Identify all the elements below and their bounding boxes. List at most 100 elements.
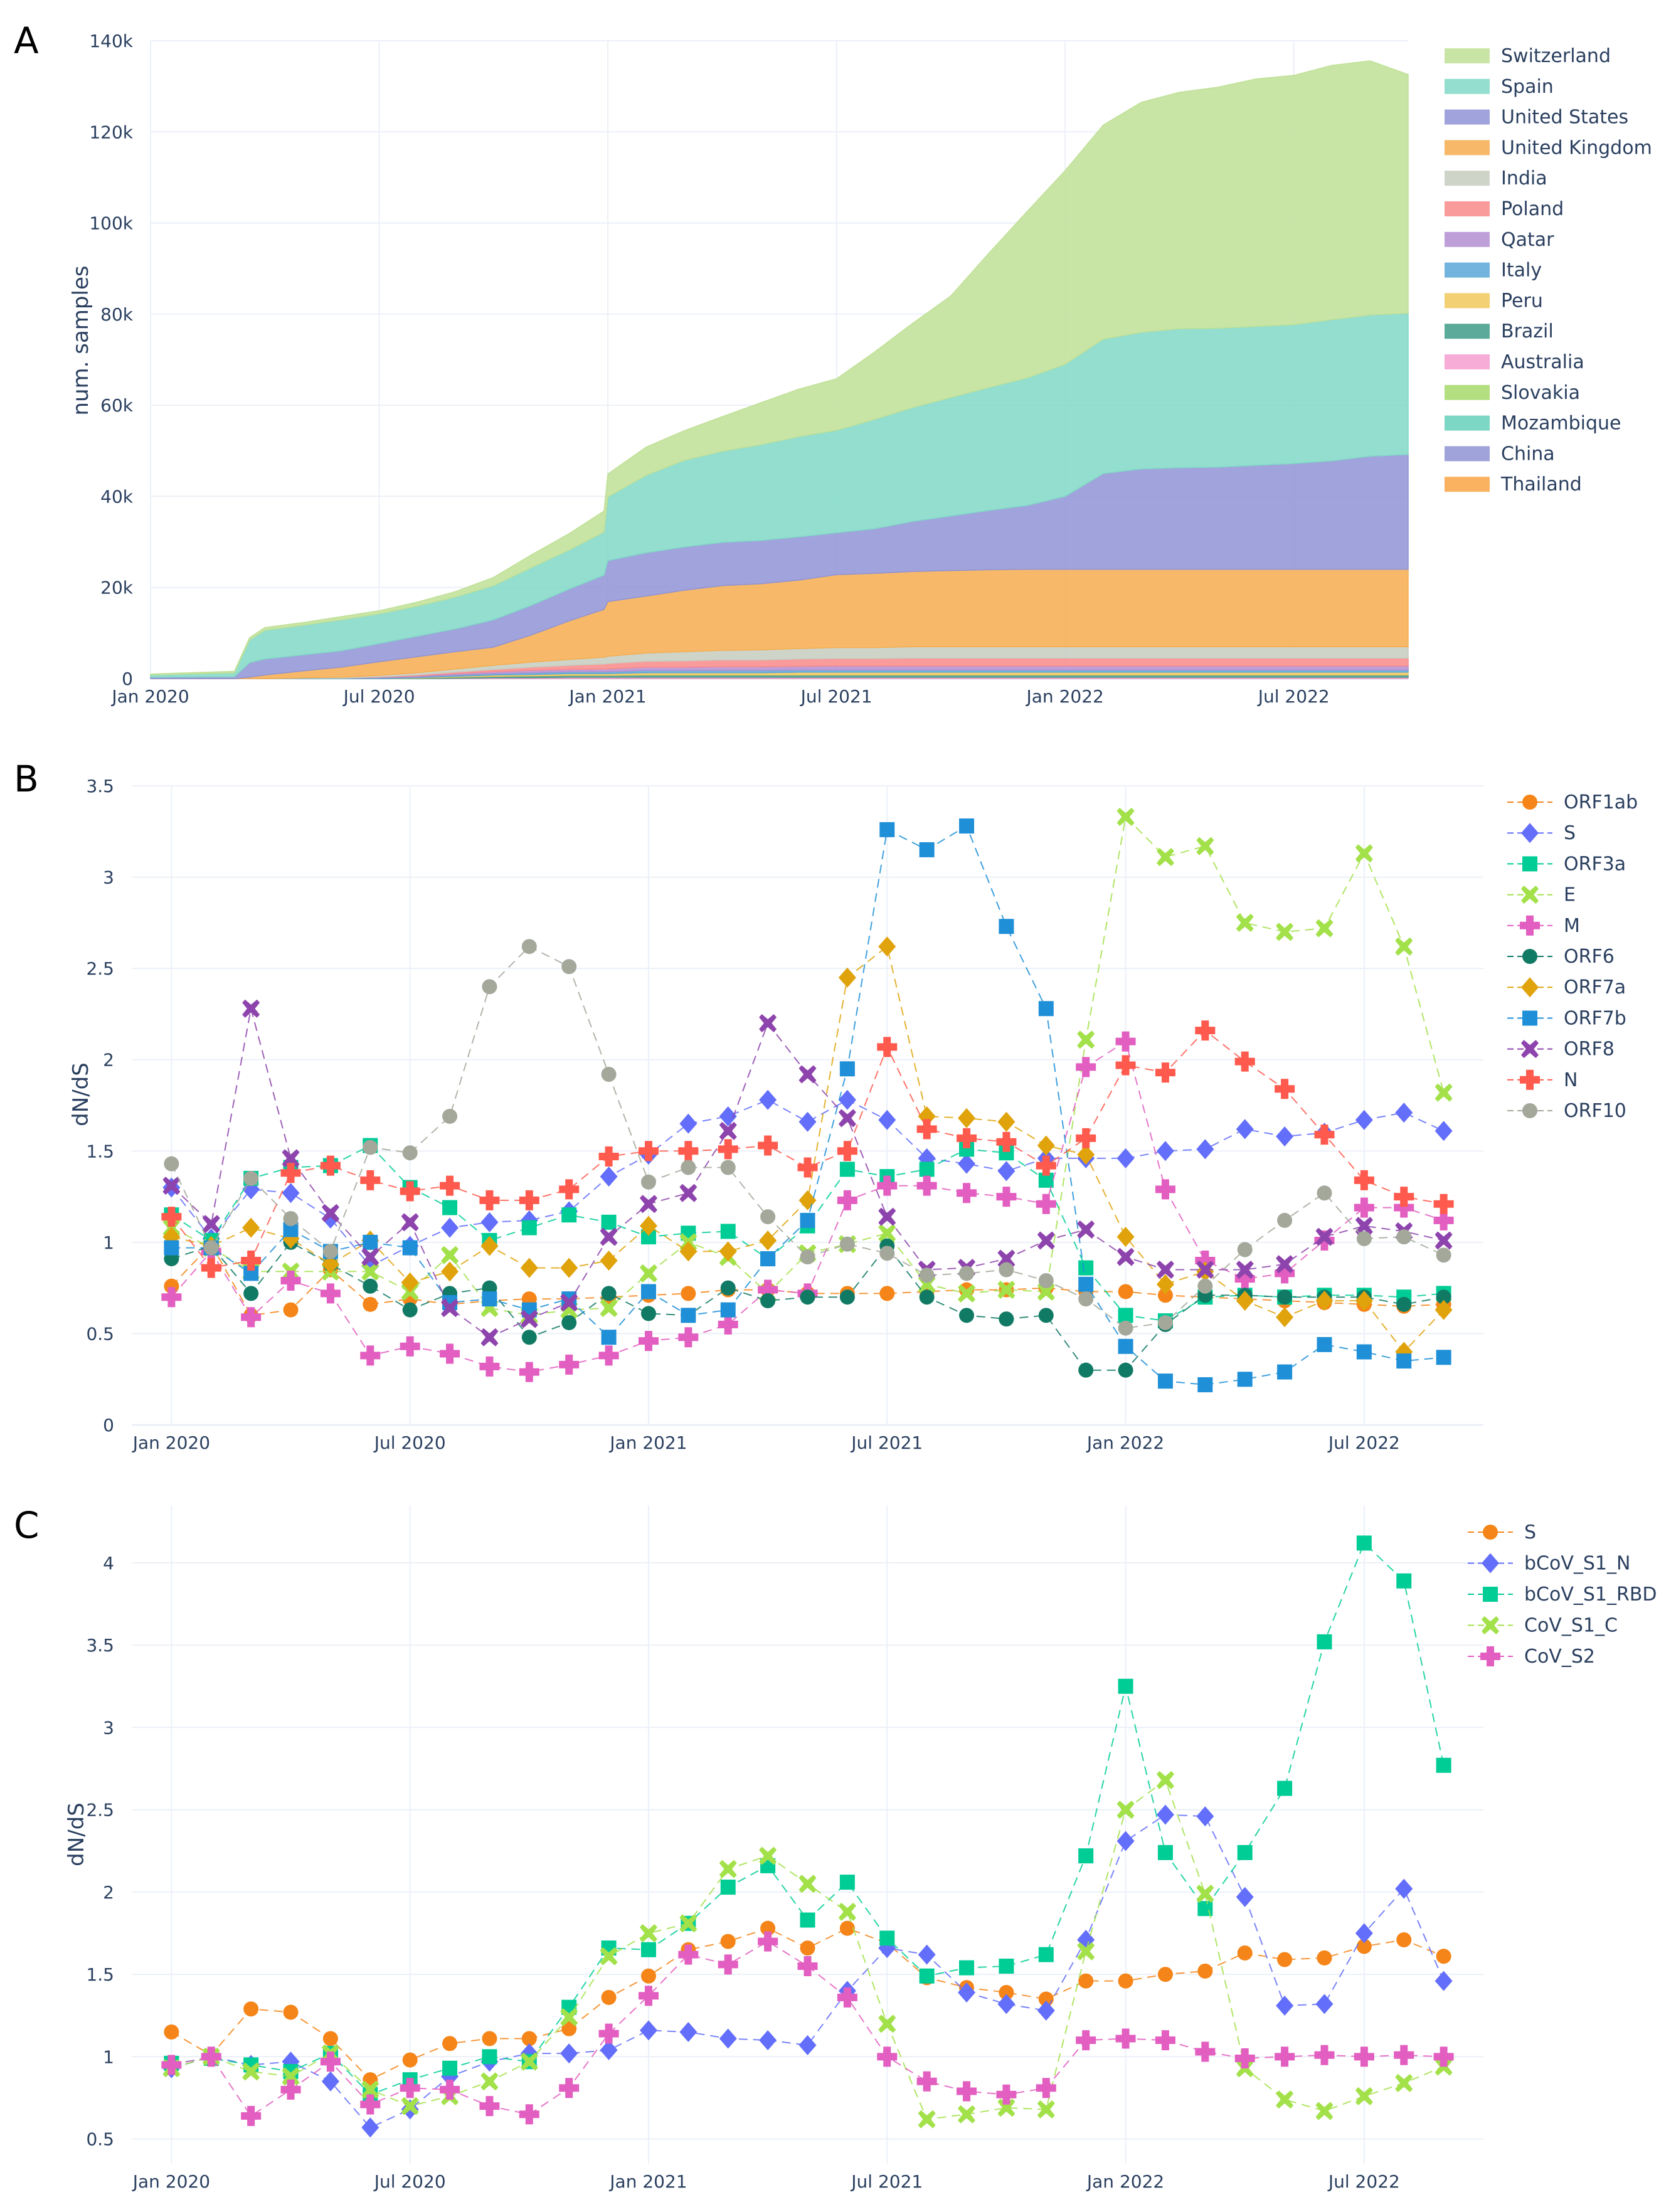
panel-b-point-m[interactable] — [758, 1279, 778, 1300]
panel-b-point-s[interactable] — [759, 1089, 777, 1110]
panel-b-point-m[interactable] — [479, 1356, 500, 1377]
panel-b-point-n[interactable] — [1115, 1055, 1136, 1076]
panel-b-point-e[interactable] — [441, 1246, 459, 1264]
panel-b-point-orf6[interactable] — [1118, 1362, 1133, 1378]
panel-b-point-orf8[interactable] — [560, 1293, 578, 1312]
panel-b-point-orf10[interactable] — [442, 1108, 458, 1124]
panel-c-point-bcov-s1-n[interactable] — [1315, 1994, 1334, 2014]
panel-c-point-bcov-s1-rbd[interactable] — [1078, 1848, 1094, 1864]
panel-b-point-orf7a[interactable] — [480, 1236, 499, 1256]
panel-b-point-orf10[interactable] — [283, 1211, 299, 1227]
panel-c-point-s[interactable] — [442, 2036, 458, 2051]
panel-c-point-cov-s2[interactable] — [1234, 2048, 1255, 2068]
panel-b-point-m[interactable] — [241, 1307, 262, 1328]
panel-c-point-cov-s1-c[interactable] — [1037, 2100, 1055, 2119]
panel-b-point-orf7b[interactable] — [959, 818, 975, 834]
panel-b-point-orf8[interactable] — [202, 1215, 220, 1234]
panel-c-point-cov-s2[interactable] — [1195, 2041, 1216, 2062]
panel-c-point-bcov-s1-n[interactable] — [958, 1982, 976, 2003]
panel-b-point-s[interactable] — [321, 1209, 339, 1229]
legend-marker[interactable] — [1483, 1525, 1498, 1540]
panel-c-point-bcov-s1-n[interactable] — [1116, 1831, 1135, 1851]
legend-item-orf8[interactable]: ORF8 — [1507, 1039, 1615, 1061]
panel-b-point-orf8[interactable] — [719, 1121, 737, 1140]
panel-b-point-e[interactable] — [1116, 807, 1135, 826]
panel-b-point-orf7b[interactable] — [919, 842, 935, 857]
panel-b-point-orf7a[interactable] — [798, 1190, 817, 1210]
panel-c-point-bcov-s1-n[interactable] — [918, 1944, 936, 1965]
panel-b-point-orf7b[interactable] — [402, 1240, 418, 1256]
panel-b-point-orf6[interactable] — [521, 1330, 537, 1345]
panel-c-point-cov-s1-c[interactable] — [958, 2105, 976, 2124]
panel-b-point-orf7b[interactable] — [800, 1212, 815, 1228]
panel-c-point-s[interactable] — [243, 2001, 259, 2017]
legend-item-qatar[interactable]: Qatar — [1445, 229, 1554, 251]
panel-b-point-orf6[interactable] — [1396, 1296, 1412, 1312]
panel-b-point-orf10[interactable] — [1197, 1278, 1213, 1294]
panel-b-point-s[interactable] — [838, 1089, 856, 1110]
legend-marker[interactable] — [1520, 915, 1540, 936]
panel-b-point-m[interactable] — [957, 1183, 977, 1204]
panel-b-point-orf8[interactable] — [1435, 1231, 1453, 1250]
panel-c-point-cov-s2[interactable] — [360, 2094, 381, 2115]
legend-item-m[interactable]: M — [1507, 915, 1580, 937]
panel-c-point-cov-s1-c[interactable] — [1077, 1942, 1095, 1961]
panel-b-point-n[interactable] — [1234, 1051, 1255, 1072]
panel-b-point-orf6[interactable] — [1436, 1289, 1451, 1305]
panel-c-point-bcov-s1-n[interactable] — [560, 2043, 578, 2064]
panel-b-point-orf6[interactable] — [363, 1278, 378, 1294]
panel-b-point-orf7b[interactable] — [601, 1330, 617, 1345]
panel-b-point-orf7a[interactable] — [1116, 1227, 1135, 1247]
panel-b-point-orf8[interactable] — [1315, 1227, 1334, 1246]
panel-b-point-n[interactable] — [400, 1181, 420, 1202]
panel-b-point-m[interactable] — [837, 1190, 857, 1210]
legend-item-united-kingdom[interactable]: United Kingdom — [1445, 137, 1652, 159]
panel-b-point-orf6[interactable] — [640, 1306, 656, 1321]
panel-b-point-e[interactable] — [1037, 1282, 1055, 1301]
legend-item-orf7a[interactable]: ORF7a — [1507, 976, 1626, 998]
panel-c-point-cov-s2[interactable] — [280, 2079, 301, 2100]
panel-b-point-orf10[interactable] — [243, 1170, 259, 1186]
panel-c-point-bcov-s1-n[interactable] — [1196, 1806, 1214, 1827]
panel-b-point-n[interactable] — [161, 1207, 182, 1227]
panel-b-point-n[interactable] — [797, 1157, 818, 1178]
legend-item-india[interactable]: India — [1445, 167, 1547, 189]
panel-b-point-orf8[interactable] — [759, 1013, 777, 1032]
panel-b-point-orf10[interactable] — [1317, 1185, 1332, 1201]
panel-b-point-orf10[interactable] — [1078, 1291, 1094, 1307]
panel-b-point-m[interactable] — [280, 1270, 301, 1291]
panel-b-point-m[interactable] — [1433, 1210, 1454, 1230]
panel-b-point-orf3a[interactable] — [1118, 1308, 1133, 1323]
panel-b-point-orf10[interactable] — [322, 1244, 338, 1259]
panel-b-point-orf8[interactable] — [321, 1204, 339, 1222]
panel-b-point-orf8[interactable] — [600, 1227, 618, 1246]
panel-b-point-n[interactable] — [916, 1119, 937, 1140]
panel-b-point-orf10[interactable] — [203, 1240, 219, 1256]
legend-item-bcov-s1-rbd[interactable]: bCoV_S1_RBD — [1468, 1584, 1657, 1606]
panel-b-point-e[interactable] — [997, 1281, 1016, 1299]
legend-item-bcov-s1-n[interactable]: bCoV_S1_N — [1468, 1553, 1630, 1575]
legend-item-brazil[interactable]: Brazil — [1445, 320, 1554, 342]
panel-c-point-cov-s1-c[interactable] — [282, 2067, 300, 2086]
panel-b-point-s[interactable] — [441, 1217, 459, 1238]
panel-b-point-n[interactable] — [758, 1135, 778, 1156]
panel-c-point-cov-s2[interactable] — [1433, 2046, 1454, 2067]
panel-b-point-orf7a[interactable] — [838, 967, 856, 988]
panel-c-point-cov-s2[interactable] — [638, 1986, 659, 2006]
panel-b-point-orf8[interactable] — [798, 1065, 817, 1084]
panel-b-point-s[interactable] — [480, 1212, 499, 1232]
legend-item-mozambique[interactable]: Mozambique — [1445, 413, 1621, 435]
legend-marker[interactable] — [1522, 795, 1537, 810]
panel-b-point-orf10[interactable] — [482, 979, 497, 995]
legend-marker[interactable] — [1480, 1646, 1500, 1666]
panel-b-point-n[interactable] — [241, 1250, 262, 1271]
panel-c-point-cov-s1-c[interactable] — [679, 1914, 697, 1933]
panel-c-point-s[interactable] — [1317, 1950, 1332, 1966]
panel-c-point-cov-s2[interactable] — [400, 2078, 420, 2098]
panel-b-point-e[interactable] — [1355, 844, 1373, 863]
legend-item-n[interactable]: N — [1507, 1069, 1578, 1091]
panel-c-point-cov-s2[interactable] — [996, 2084, 1017, 2105]
panel-c-point-bcov-s1-n[interactable] — [1276, 1996, 1294, 2016]
panel-c-point-cov-s2[interactable] — [797, 1956, 818, 1976]
panel-b-point-orf7a[interactable] — [560, 1257, 578, 1278]
